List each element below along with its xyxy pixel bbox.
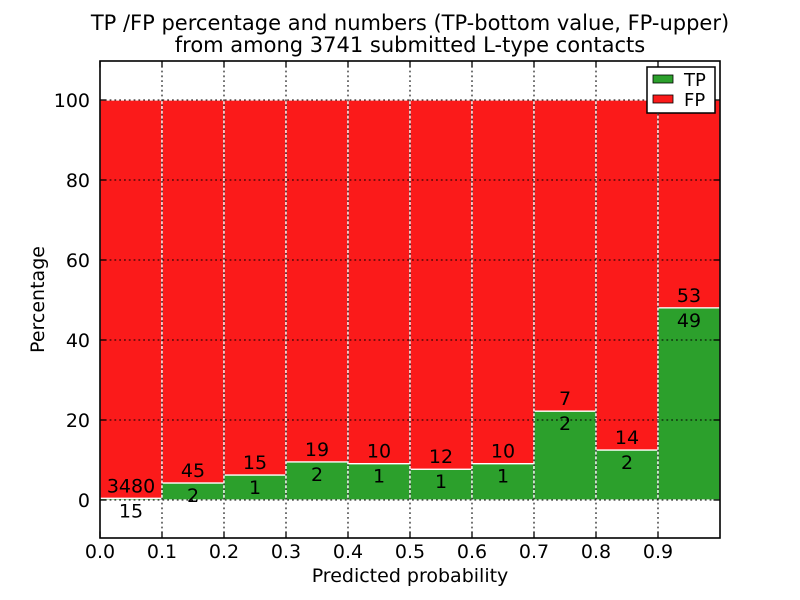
bar-fp-segment [347, 99, 411, 465]
bar-fp-count-label: 45 [181, 460, 205, 482]
x-tick-label: 0.0 [85, 541, 115, 563]
legend-label-tp: TP [683, 70, 706, 91]
y-axis-label: Percentage [27, 246, 49, 353]
bar-fp-segment [533, 99, 597, 412]
bar-fp-segment [657, 99, 721, 309]
x-tick-label: 0.6 [457, 541, 487, 563]
bar-fp-count-label: 7 [559, 388, 571, 410]
tick-label-layer: 0.0 0.1 0.2 0.3 0.4 0.5 0.6 0.7 0.8 0.9 0 20 40 60 80 1… [54, 90, 673, 563]
bar-fp-segment [471, 99, 535, 465]
bar-tp-count-label: 1 [249, 477, 261, 499]
bar-fp-segment [595, 99, 659, 451]
bar-fp-count-label: 15 [243, 452, 267, 474]
bar-fp-count-label: 19 [305, 439, 329, 461]
x-axis-label: Predicted probability [312, 565, 509, 587]
bar-tp-count-label: 1 [497, 466, 509, 488]
x-tick-label: 0.7 [519, 541, 549, 563]
x-tick-label: 0.8 [581, 541, 611, 563]
bar-tp-count-label: 49 [677, 310, 701, 332]
static-text-layer: TP /FP percentage and numbers (TP-bottom… [27, 11, 729, 587]
value-label-layer: 3480 15 45 2 15 1 19 2 10 1 12 1 10 1 7 2 14 2 53 49 [107, 285, 701, 522]
x-tick-label: 0.2 [209, 541, 239, 563]
bar-fp-count-label: 12 [429, 446, 453, 468]
bar-fp-count-label: 10 [367, 441, 391, 463]
bar-fp-count-label: 3480 [107, 475, 155, 497]
legend-swatch-fp [652, 94, 674, 104]
bar-tp-count-label: 1 [435, 471, 447, 493]
bar-fp-segment [223, 99, 287, 476]
bar-tp-count-label: 1 [373, 466, 385, 488]
x-tick-label: 0.9 [643, 541, 673, 563]
y-tick-label: 20 [66, 410, 90, 432]
y-tick-label: 40 [66, 330, 90, 352]
bar-fp-segment [285, 99, 349, 463]
chart-title-line1: TP /FP percentage and numbers (TP-bottom… [90, 11, 729, 35]
y-tick-label: 0 [78, 490, 90, 512]
chart-title-line2: from among 3741 submitted L-type contact… [175, 33, 645, 57]
bar-fp-segment [161, 99, 225, 484]
bar-tp-count-label: 2 [559, 413, 571, 435]
bar-tp-count-label: 2 [311, 464, 323, 486]
x-tick-label: 0.5 [395, 541, 425, 563]
bar-fp-count-label: 53 [677, 285, 701, 307]
x-tick-label: 0.4 [333, 541, 363, 563]
bar-tp-segment [657, 307, 721, 501]
legend-label-fp: FP [684, 90, 705, 111]
bar-fp-segment [99, 99, 163, 499]
y-tick-label: 80 [66, 170, 90, 192]
bar-fp-segment [409, 99, 473, 470]
legend-swatch-tp [652, 74, 674, 84]
y-tick-label: 100 [54, 90, 90, 112]
bar-fp-count-label: 10 [491, 441, 515, 463]
bar-tp-count-label: 15 [119, 500, 143, 522]
bar-tp-segment [471, 462, 535, 501]
frame-layer [99, 60, 721, 539]
bar-tp-count-label: 2 [187, 485, 199, 507]
x-tick-label: 0.1 [147, 541, 177, 563]
bar-fp-count-label: 14 [615, 427, 639, 449]
y-tick-label: 60 [66, 250, 90, 272]
bar-tp-count-label: 2 [621, 452, 633, 474]
x-tick-label: 0.3 [271, 541, 301, 563]
